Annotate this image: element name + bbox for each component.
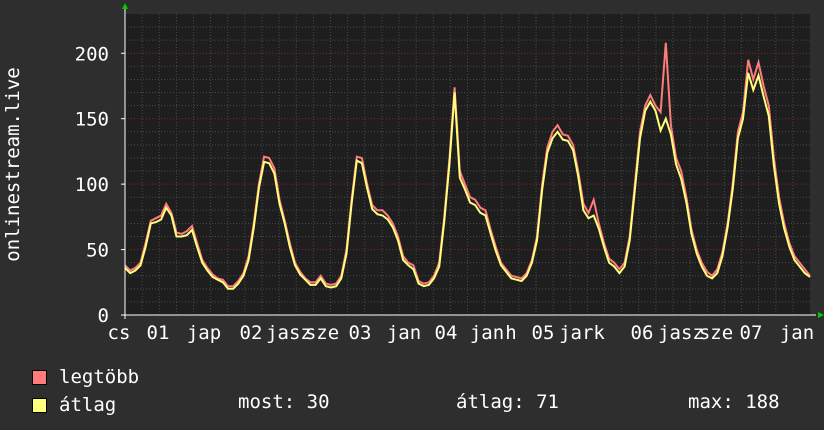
y-tick-label: 0 (98, 305, 109, 327)
x-tick-label: sze (305, 322, 339, 344)
x-tick-label: h (505, 322, 516, 344)
x-tick-label: 05 (532, 322, 555, 344)
series-line-atlag (124, 72, 811, 290)
x-tick-label: 02 (240, 322, 263, 344)
x-tick-label: jasz (658, 322, 704, 344)
legend-item-atlag: átlag most: 30 átlag: 71 max: 188 (32, 391, 780, 419)
x-tick-label: 07 (740, 322, 763, 344)
series-line-legtobb (124, 42, 811, 288)
x-tick-label: jark (559, 322, 605, 344)
x-tick-label: 06 (631, 322, 654, 344)
legend: legtöbb átlag most: 30 átlag: 71 max: 18… (32, 363, 780, 419)
x-tick-label: jap (187, 322, 221, 344)
stat-atlag: átlag: 71 (456, 391, 559, 413)
x-tick-label: jan (780, 322, 814, 344)
stat-most: most: 30 (238, 391, 330, 413)
x-tick-label: cs (108, 322, 131, 344)
x-tick-label: jan (387, 322, 421, 344)
x-tick-label: 04 (435, 322, 458, 344)
x-axis-arrow (818, 312, 824, 318)
y-axis-arrow (122, 3, 128, 9)
x-tick-label: jan (470, 322, 504, 344)
y-tick-label: 100 (75, 174, 109, 196)
legend-item-legtobb: legtöbb (32, 363, 139, 391)
y-tick-label: 150 (75, 109, 109, 131)
stat-max: max: 188 (688, 391, 780, 413)
legend-label-atlag: átlag (59, 394, 117, 416)
y-tick-label: 50 (86, 240, 109, 262)
x-tick-label: jasz (266, 322, 312, 344)
y-axis-label: onlinestream.live (2, 67, 24, 261)
x-tick-label: sze (699, 322, 733, 344)
legend-label-legtobb: legtöbb (59, 366, 140, 388)
legend-swatch-atlag (32, 397, 47, 413)
x-tick-label: 03 (349, 322, 372, 344)
y-tick-label: 200 (75, 43, 109, 65)
legend-swatch-legtobb (32, 369, 47, 385)
x-tick-label: 01 (147, 322, 170, 344)
